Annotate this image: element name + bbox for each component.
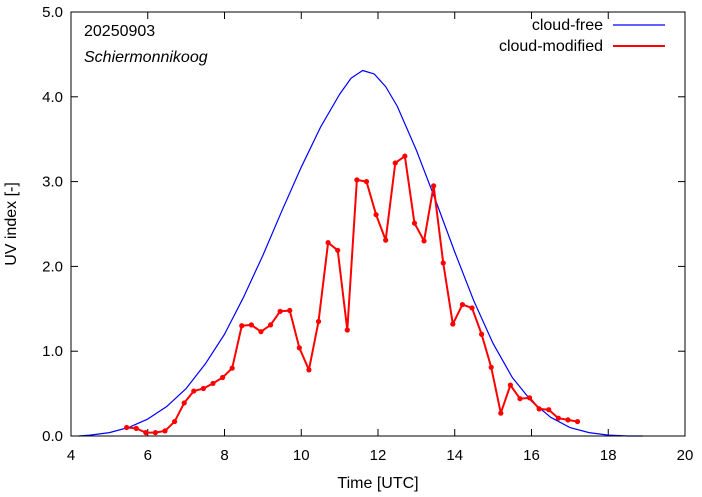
data-point-cloud-modified [306,367,312,373]
y-tick-label: 5.0 [42,4,63,21]
data-point-cloud-modified [210,380,216,387]
data-point-cloud-modified [162,428,168,434]
data-point-cloud-modified [344,327,350,333]
y-tick-label: 4.0 [42,89,63,106]
data-point-cloud-modified [373,212,379,218]
data-point-cloud-modified [354,177,360,183]
data-point-cloud-modified [181,400,187,406]
data-point-cloud-modified [229,365,235,371]
series-layer [78,69,643,437]
x-tick-label: 10 [293,447,310,464]
data-point-cloud-modified [172,418,178,425]
legend: cloud-free cloud-modified [499,17,665,55]
data-point-cloud-modified [507,382,513,388]
data-point-cloud-modified [383,237,389,243]
x-tick-label: 18 [600,447,617,464]
data-point-cloud-modified [498,410,504,416]
data-point-cloud-modified [152,430,159,436]
y-tick-label: 1.0 [42,343,63,360]
data-point-cloud-modified [287,307,293,314]
data-point-cloud-modified [536,406,542,412]
data-point-cloud-modified [402,153,408,159]
data-point-cloud-modified [258,329,264,335]
series-cloud-free [78,69,643,437]
station-annotation: Schiermonnikoog [84,49,208,66]
x-tick-label: 20 [677,447,694,464]
x-tick-label: 12 [370,447,387,464]
legend-label-cloud-modified: cloud-modified [499,38,603,55]
data-point-cloud-modified [469,305,475,311]
series-line-cloud-free [78,69,643,437]
data-point-cloud-modified [411,220,418,226]
series-cloud-modified [124,153,581,436]
data-point-cloud-modified [574,418,581,425]
data-point-cloud-modified [440,260,446,266]
x-tick-label: 14 [446,447,463,464]
data-point-cloud-modified [315,318,322,325]
data-point-cloud-modified [296,345,302,351]
data-point-cloud-modified [239,323,245,329]
x-tick-label: 8 [220,447,228,464]
y-tick-label: 0.0 [42,428,63,445]
data-point-cloud-modified [392,160,398,166]
data-point-cloud-modified [191,388,197,394]
data-point-cloud-modified [133,425,139,431]
data-point-cloud-modified [517,396,523,402]
plot-frame [70,11,686,437]
legend-label-cloud-free: cloud-free [532,17,603,34]
data-point-cloud-modified [565,417,571,423]
data-point-cloud-modified [335,247,341,253]
data-point-cloud-modified [143,430,149,436]
data-point-cloud-modified [325,240,331,246]
data-point-cloud-modified [546,407,552,413]
data-point-cloud-modified [363,179,370,185]
data-point-cloud-modified [124,424,130,431]
data-point-cloud-modified [267,322,274,328]
data-point-cloud-modified [219,374,226,381]
x-tick-label: 16 [523,447,540,464]
data-point-cloud-modified [459,301,466,308]
data-point-cloud-modified [248,322,254,328]
data-point-cloud-modified [526,395,533,401]
data-point-cloud-modified [488,364,494,370]
data-point-cloud-modified [277,308,283,314]
data-point-cloud-modified [450,321,456,327]
x-axis-title: Time [UTC] [337,475,418,492]
data-point-cloud-modified [555,415,561,421]
data-point-cloud-modified [431,183,437,189]
x-tick-label: 4 [67,447,75,464]
plot-area [71,12,685,436]
data-point-cloud-modified [479,331,485,337]
axis-tick-labels: 4 6 8 10 12 14 16 18 20 0.0 1.0 2.0 3.0 4.0 5.0 [42,4,693,464]
x-tick-label: 6 [144,447,152,464]
y-tick-label: 3.0 [42,174,63,191]
y-tick-label: 2.0 [42,258,63,275]
y-axis-title: UV index [-] [3,182,20,266]
data-point-cloud-modified [200,385,206,392]
data-point-cloud-modified [421,238,427,244]
date-annotation: 20250903 [84,23,155,40]
